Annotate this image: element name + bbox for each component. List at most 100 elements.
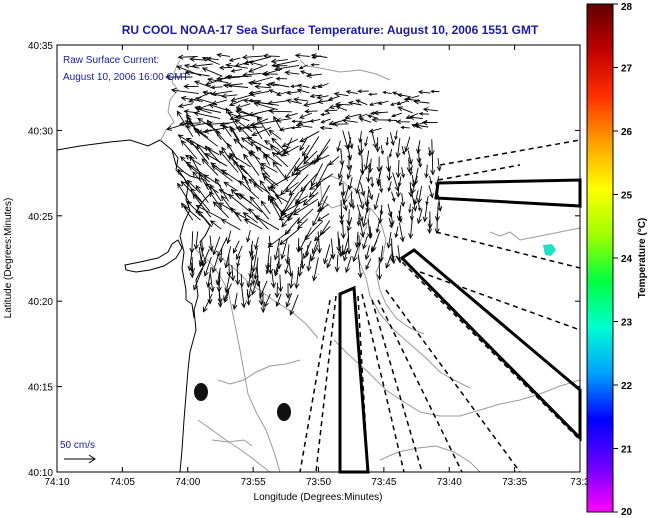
current-vector	[219, 150, 239, 173]
current-vector	[276, 282, 278, 298]
current-vector	[342, 220, 344, 239]
current-vector	[309, 183, 322, 198]
current-vector	[348, 176, 353, 190]
current-vector	[391, 191, 395, 202]
current-vector-head	[340, 233, 346, 240]
current-vector	[337, 140, 341, 152]
current-vector-head	[306, 265, 312, 272]
current-vector-head	[364, 201, 370, 208]
current-vector-head	[385, 262, 391, 269]
current-vector-head	[269, 145, 276, 151]
current-vector-head	[188, 165, 194, 171]
current-vector	[251, 76, 274, 84]
current-vector	[398, 204, 402, 221]
current-vector	[212, 255, 219, 273]
current-vector-head	[367, 92, 372, 96]
y-axis-ticks: 40:35 40:30 40:25 40:20 40:15 40:10	[28, 41, 580, 479]
current-vector	[299, 112, 313, 119]
current-vector-head	[397, 106, 404, 112]
current-vector	[359, 182, 365, 196]
current-vector	[264, 293, 271, 307]
current-vector-head	[288, 190, 295, 196]
current-vector-head	[292, 210, 299, 216]
current-vector-head	[418, 111, 423, 116]
current-vector	[401, 167, 405, 178]
current-vector	[342, 182, 345, 196]
current-vector-head	[408, 233, 414, 240]
y-tick-label: 40:25	[28, 212, 53, 223]
current-vector	[286, 99, 302, 104]
current-vector-head	[362, 243, 367, 250]
y-axis-label: Latitude (Degrees:Minutes)	[3, 198, 14, 319]
current-vector-head	[183, 63, 190, 69]
current-vector-head	[234, 212, 241, 217]
current-vector-head	[341, 118, 348, 124]
current-vector-head	[221, 146, 227, 153]
current-vector-head	[210, 91, 217, 97]
current-vector-head	[240, 137, 247, 143]
current-vector	[209, 235, 212, 251]
current-vector	[367, 185, 373, 200]
current-vector-head	[225, 107, 231, 114]
current-vector-head	[252, 124, 258, 131]
current-vector	[220, 248, 223, 263]
overlay-line-2: August 10, 2006 16:00 GMT	[63, 72, 189, 83]
current-vector-head	[320, 119, 325, 124]
current-vector	[223, 84, 249, 88]
current-vector	[387, 231, 392, 248]
current-vector-head	[361, 221, 367, 228]
current-vector-head	[269, 81, 276, 87]
current-vector	[276, 91, 290, 96]
current-vector	[243, 154, 260, 176]
current-vector	[181, 140, 198, 160]
current-vector-head	[228, 101, 235, 107]
current-vector-head	[192, 171, 198, 177]
current-vector-head	[234, 118, 241, 125]
current-vector-head	[180, 139, 187, 146]
current-vector-head	[260, 166, 266, 172]
current-vector-head	[375, 228, 380, 234]
current-vector-head	[193, 284, 199, 291]
current-vector	[241, 137, 254, 147]
current-vector	[286, 244, 290, 264]
current-vector-head	[260, 162, 267, 168]
current-vector	[299, 256, 303, 277]
current-vector	[380, 145, 384, 154]
current-vector	[270, 175, 291, 188]
current-vector-head	[371, 247, 376, 254]
current-vector	[417, 208, 423, 224]
current-vector-head	[220, 218, 227, 224]
current-vector	[239, 193, 263, 213]
current-vector-head	[404, 146, 410, 153]
current-vector-head	[304, 109, 310, 114]
current-vector	[192, 193, 212, 218]
current-vector	[291, 165, 300, 177]
current-vector-head	[284, 70, 291, 76]
current-vector	[330, 238, 334, 259]
current-vector	[364, 136, 368, 147]
current-vector-head	[429, 193, 434, 199]
current-vector	[228, 254, 230, 277]
current-vector-head	[421, 119, 428, 126]
current-vector	[348, 209, 350, 225]
current-vector-head	[194, 80, 200, 86]
current-vector-head	[417, 90, 423, 95]
current-vector-head	[319, 125, 325, 131]
current-vector	[299, 136, 308, 151]
current-vector-head	[218, 257, 224, 264]
current-vector-head	[408, 115, 415, 120]
overlay-line-1: Raw Surface Current:	[63, 55, 159, 66]
current-vector	[386, 137, 389, 146]
current-vector-head	[250, 280, 256, 286]
current-vector-head	[170, 87, 177, 93]
current-vector	[345, 113, 362, 119]
current-vector-head	[235, 279, 241, 286]
current-vector	[406, 113, 419, 119]
current-vector-head	[295, 123, 302, 129]
current-vector	[310, 154, 330, 165]
current-vector	[369, 127, 382, 133]
current-vector	[272, 60, 298, 67]
current-vector-head	[209, 286, 215, 293]
current-vector	[271, 271, 275, 288]
